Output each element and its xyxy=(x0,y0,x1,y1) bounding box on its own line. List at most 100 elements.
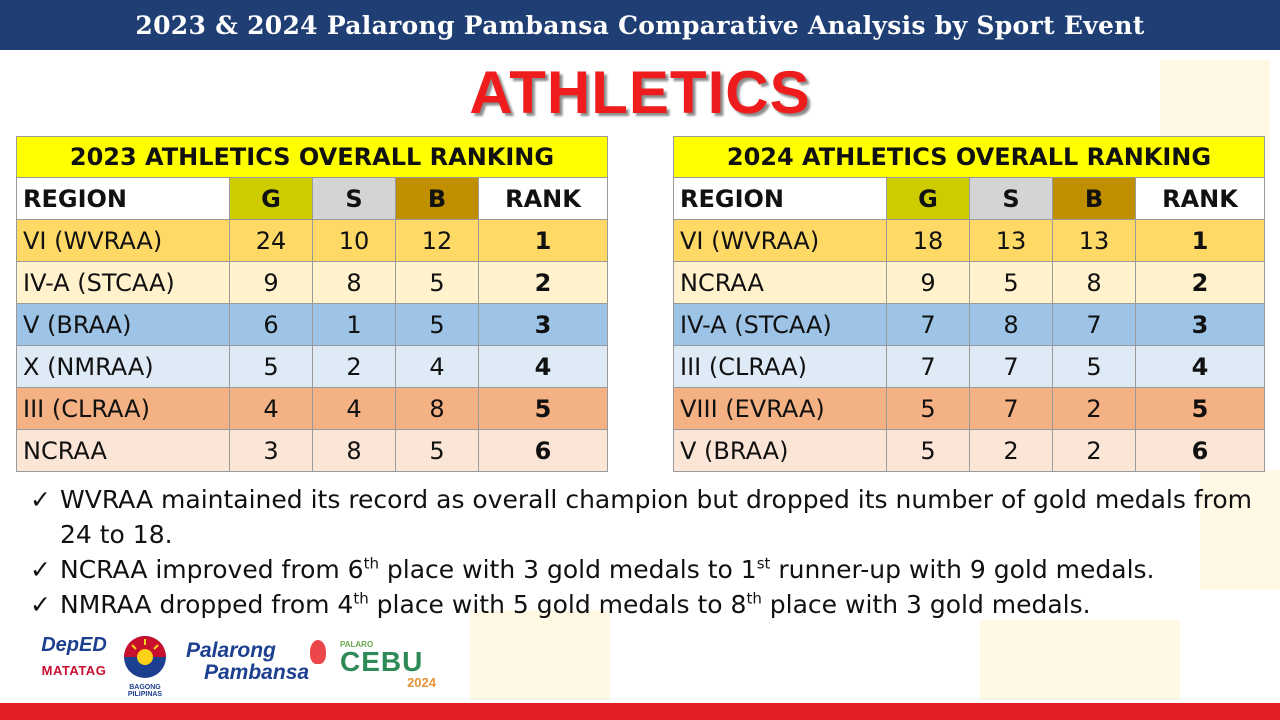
text-segment: NMRAA dropped from 4 xyxy=(60,590,354,619)
region-cell: III (CLRAA) xyxy=(673,345,887,388)
silver-cell: 7 xyxy=(969,345,1053,388)
observation-text: NCRAA improved from 6th place with 3 gol… xyxy=(60,552,1155,587)
bottom-accent-bar xyxy=(0,703,1280,720)
torch-flame-icon xyxy=(310,640,326,664)
table-row: III (CLRAA) 4 4 8 5 xyxy=(16,387,608,430)
rank-cell: 4 xyxy=(478,345,608,388)
sport-title: ATHLETICS xyxy=(469,59,811,126)
table-row: NCRAA 3 8 5 6 xyxy=(16,429,608,472)
palarong-pambansa-logo: Palarong Pambansa xyxy=(186,640,336,690)
rank-cell: 5 xyxy=(1135,387,1265,430)
text-segment: place with 3 gold medals. xyxy=(761,590,1091,619)
column-header-rank: RANK xyxy=(478,177,608,220)
rank-cell: 5 xyxy=(478,387,608,430)
table-row: VIII (EVRAA) 5 7 2 5 xyxy=(673,387,1265,430)
palaro-logo-text: PALARO xyxy=(340,640,374,649)
text-segment: runner-up with 9 gold medals. xyxy=(770,555,1155,584)
gold-cell: 9 xyxy=(229,261,313,304)
bronze-cell: 4 xyxy=(395,345,479,388)
bagong-pilipinas-label: BAGONG PILIPINAS xyxy=(127,684,163,698)
silver-cell: 8 xyxy=(312,261,396,304)
rank-cell: 6 xyxy=(1135,429,1265,472)
observation-text: NMRAA dropped from 4th place with 5 gold… xyxy=(60,587,1091,622)
bronze-cell: 7 xyxy=(1052,303,1136,346)
table-row: NCRAA 9 5 8 2 xyxy=(673,261,1265,304)
pambansa-logo-text: Pambansa xyxy=(204,661,310,684)
cebu-year-text: 2024 xyxy=(407,675,436,690)
background-square xyxy=(980,620,1180,700)
bronze-cell: 2 xyxy=(1052,387,1136,430)
matatag-logo-text: MATATAG xyxy=(41,663,107,678)
cebu-logo-text: CEBU xyxy=(340,646,424,677)
rank-cell: 2 xyxy=(1135,261,1265,304)
region-cell: V (BRAA) xyxy=(673,429,887,472)
check-icon: ✓ xyxy=(30,555,51,584)
background-square xyxy=(470,610,610,700)
banner-title: 2023 & 2024 Palarong Pambansa Comparativ… xyxy=(135,10,1145,40)
gold-cell: 3 xyxy=(229,429,313,472)
deped-logo-text: DepED xyxy=(41,634,107,656)
column-header-bronze: B xyxy=(395,177,479,220)
column-header-region: REGION xyxy=(16,177,230,220)
table-row: V (BRAA) 5 2 2 6 xyxy=(673,429,1265,472)
text-segment: NCRAA improved from 6 xyxy=(60,555,364,584)
gold-cell: 9 xyxy=(886,261,970,304)
bronze-cell: 5 xyxy=(395,303,479,346)
column-header-silver: S xyxy=(969,177,1053,220)
ranking-table-2024: 2024 ATHLETICS OVERALL RANKING REGION G … xyxy=(673,136,1265,472)
rank-cell: 4 xyxy=(1135,345,1265,388)
column-header-gold: G xyxy=(886,177,970,220)
observation-list: ✓ WVRAA maintained its record as overall… xyxy=(30,482,1260,622)
rank-cell: 6 xyxy=(478,429,608,472)
region-cell: IV-A (STCAA) xyxy=(673,303,887,346)
silver-cell: 5 xyxy=(969,261,1053,304)
table-row: V (BRAA) 6 1 5 3 xyxy=(16,303,608,346)
background-square xyxy=(1200,470,1280,590)
bronze-cell: 8 xyxy=(395,387,479,430)
silver-cell: 2 xyxy=(969,429,1053,472)
check-icon: ✓ xyxy=(30,590,51,619)
region-cell: VI (WVRAA) xyxy=(673,219,887,262)
bronze-cell: 8 xyxy=(1052,261,1136,304)
table-header-row: REGION G S B RANK xyxy=(673,177,1265,220)
rank-cell: 3 xyxy=(478,303,608,346)
silver-cell: 8 xyxy=(312,429,396,472)
text-segment: place with 5 gold medals to 8 xyxy=(368,590,747,619)
bronze-cell: 13 xyxy=(1052,219,1136,262)
ordinal-suffix: th xyxy=(353,589,369,608)
ranking-table-2023: 2023 ATHLETICS OVERALL RANKING REGION G … xyxy=(16,136,608,472)
gold-cell: 6 xyxy=(229,303,313,346)
observation-text: WVRAA maintained its record as overall c… xyxy=(60,485,1253,549)
gold-cell: 5 xyxy=(886,387,970,430)
observation-item: ✓ NMRAA dropped from 4th place with 5 go… xyxy=(30,587,1260,622)
table-row: X (NMRAA) 5 2 4 4 xyxy=(16,345,608,388)
palaro-cebu-logo: PALARO CEBU 2024 xyxy=(340,640,450,692)
text-segment: place with 3 gold medals to 1 xyxy=(378,555,757,584)
table-row: IV-A (STCAA) 7 8 7 3 xyxy=(673,303,1265,346)
region-cell: NCRAA xyxy=(673,261,887,304)
rank-cell: 2 xyxy=(478,261,608,304)
table-title: 2024 ATHLETICS OVERALL RANKING xyxy=(673,136,1265,178)
table-row: VI (WVRAA) 24 10 12 1 xyxy=(16,219,608,262)
ordinal-suffix: th xyxy=(363,554,379,573)
column-header-bronze: B xyxy=(1052,177,1136,220)
region-cell: NCRAA xyxy=(16,429,230,472)
bronze-cell: 2 xyxy=(1052,429,1136,472)
palarong-logo-text: Palarong xyxy=(186,639,276,662)
observation-item: ✓ NCRAA improved from 6th place with 3 g… xyxy=(30,552,1260,587)
table-row: VI (WVRAA) 18 13 13 1 xyxy=(673,219,1265,262)
bagong-pilipinas-logo: BAGONG PILIPINAS xyxy=(112,634,178,698)
rank-cell: 1 xyxy=(1135,219,1265,262)
column-header-gold: G xyxy=(229,177,313,220)
gold-cell: 18 xyxy=(886,219,970,262)
silver-cell: 7 xyxy=(969,387,1053,430)
gold-cell: 5 xyxy=(886,429,970,472)
silver-cell: 8 xyxy=(969,303,1053,346)
bagong-pilipinas-emblem-icon xyxy=(124,636,166,678)
deped-matatag-logo: DepED MATATAG xyxy=(38,634,110,690)
bronze-cell: 5 xyxy=(1052,345,1136,388)
region-cell: X (NMRAA) xyxy=(16,345,230,388)
bronze-cell: 5 xyxy=(395,261,479,304)
table-row: IV-A (STCAA) 9 8 5 2 xyxy=(16,261,608,304)
bronze-cell: 5 xyxy=(395,429,479,472)
